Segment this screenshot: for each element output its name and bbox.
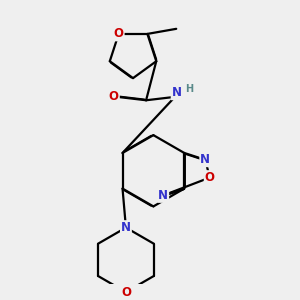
Text: H: H: [185, 84, 193, 94]
Text: N: N: [200, 153, 210, 166]
Text: O: O: [121, 286, 131, 298]
Text: O: O: [109, 90, 119, 104]
Text: O: O: [205, 171, 215, 184]
Text: N: N: [121, 221, 131, 234]
Text: N: N: [158, 189, 168, 202]
Text: O: O: [114, 27, 124, 40]
Text: N: N: [172, 86, 182, 99]
